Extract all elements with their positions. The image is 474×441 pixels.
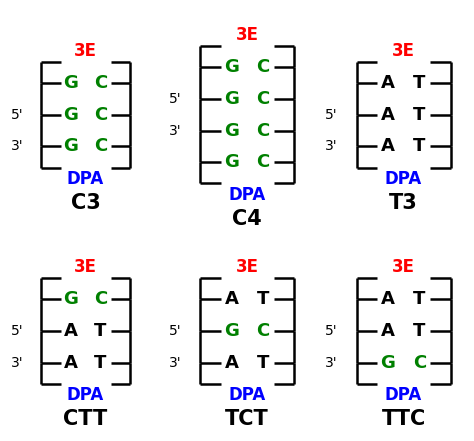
- Text: T: T: [413, 138, 426, 155]
- Text: DPA: DPA: [385, 170, 422, 188]
- Text: T: T: [94, 354, 107, 371]
- Text: 3E: 3E: [392, 258, 415, 276]
- Text: G: G: [381, 354, 395, 371]
- Text: G: G: [64, 290, 78, 308]
- Text: DPA: DPA: [67, 170, 104, 188]
- Text: G: G: [224, 153, 239, 171]
- Text: A: A: [225, 290, 238, 308]
- Text: 5': 5': [325, 324, 338, 338]
- Text: 3E: 3E: [74, 41, 97, 60]
- Text: A: A: [381, 74, 395, 92]
- Text: T3: T3: [389, 193, 418, 213]
- Text: G: G: [64, 138, 78, 155]
- Text: 3E: 3E: [392, 41, 415, 60]
- Text: TTC: TTC: [382, 409, 426, 429]
- Text: T: T: [413, 290, 426, 308]
- Text: 3': 3': [11, 139, 24, 153]
- Text: A: A: [64, 322, 78, 340]
- Text: 3': 3': [11, 355, 24, 370]
- Text: A: A: [225, 354, 238, 371]
- Text: 5': 5': [169, 92, 182, 106]
- Text: G: G: [224, 322, 239, 340]
- Text: T: T: [256, 354, 269, 371]
- Text: 3E: 3E: [236, 26, 259, 44]
- Text: G: G: [224, 122, 239, 139]
- Text: G: G: [224, 90, 239, 108]
- Text: 5': 5': [169, 324, 182, 338]
- Text: 3': 3': [169, 123, 182, 138]
- Text: C: C: [94, 290, 107, 308]
- Text: TCT: TCT: [225, 409, 269, 429]
- Text: 3E: 3E: [74, 258, 97, 276]
- Text: T: T: [94, 322, 107, 340]
- Text: C: C: [94, 74, 107, 92]
- Text: T: T: [413, 74, 426, 92]
- Text: C: C: [256, 90, 269, 108]
- Text: T: T: [256, 290, 269, 308]
- Text: T: T: [413, 106, 426, 123]
- Text: C: C: [94, 138, 107, 155]
- Text: A: A: [381, 290, 395, 308]
- Text: A: A: [381, 322, 395, 340]
- Text: T: T: [413, 322, 426, 340]
- Text: C4: C4: [232, 209, 262, 229]
- Text: C: C: [256, 58, 269, 76]
- Text: DPA: DPA: [385, 386, 422, 404]
- Text: C: C: [413, 354, 426, 371]
- Text: G: G: [224, 58, 239, 76]
- Text: G: G: [64, 106, 78, 123]
- Text: CTT: CTT: [64, 409, 108, 429]
- Text: 3E: 3E: [236, 258, 259, 276]
- Text: C: C: [256, 153, 269, 171]
- Text: 5': 5': [11, 324, 24, 338]
- Text: C: C: [94, 106, 107, 123]
- Text: G: G: [64, 74, 78, 92]
- Text: DPA: DPA: [228, 186, 266, 204]
- Text: 3': 3': [325, 355, 338, 370]
- Text: 3': 3': [169, 355, 182, 370]
- Text: A: A: [381, 138, 395, 155]
- Text: A: A: [64, 354, 78, 371]
- Text: DPA: DPA: [67, 386, 104, 404]
- Text: A: A: [381, 106, 395, 123]
- Text: 5': 5': [11, 108, 24, 122]
- Text: C: C: [256, 122, 269, 139]
- Text: C: C: [256, 322, 269, 340]
- Text: DPA: DPA: [228, 386, 266, 404]
- Text: 3': 3': [325, 139, 338, 153]
- Text: 5': 5': [325, 108, 338, 122]
- Text: C3: C3: [71, 193, 100, 213]
